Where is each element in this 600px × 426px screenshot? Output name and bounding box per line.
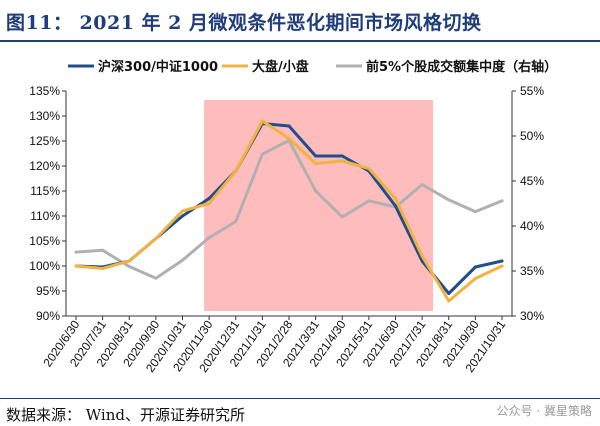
data-point	[420, 183, 424, 187]
data-point	[367, 167, 371, 170]
data-point	[127, 265, 131, 268]
data-point	[420, 254, 424, 258]
y-left-tick-label: 90%	[36, 309, 60, 323]
data-point	[127, 259, 131, 263]
y-right-tick-label: 30%	[520, 309, 544, 323]
data-point	[154, 276, 158, 280]
y-right-tick-label: 40%	[520, 219, 544, 233]
data-point	[394, 204, 397, 208]
data-point	[181, 214, 184, 218]
y-left-tick-label: 130%	[29, 109, 60, 123]
chart-lines	[74, 119, 504, 303]
data-point	[74, 250, 78, 254]
data-point	[234, 220, 238, 223]
data-point	[74, 264, 78, 268]
data-point	[447, 299, 451, 303]
data-point	[207, 236, 211, 240]
data-point	[181, 209, 184, 213]
legend-label: 沪深300/中证1000	[98, 59, 218, 75]
data-point	[260, 152, 264, 156]
y-right-tick-label: 45%	[520, 174, 544, 188]
y-right-tick-label: 55%	[520, 84, 544, 98]
data-point	[473, 210, 477, 214]
data-point	[367, 199, 371, 203]
chart-title: 图11： 2021 年 2 月微观条件恶化期间市场风格切换	[6, 12, 482, 34]
data-point	[260, 119, 264, 123]
data-point	[314, 189, 318, 193]
data-point	[420, 259, 424, 263]
legend-label: 大盘/小盘	[252, 59, 309, 75]
data-point	[500, 259, 504, 263]
data-point	[287, 124, 291, 128]
y-right-tick-label: 35%	[520, 264, 544, 278]
legend-label: 前5%个股成交额集中度（右轴）	[366, 59, 557, 75]
y-left-tick-label: 120%	[29, 159, 60, 173]
y-left-tick-label: 125%	[29, 134, 60, 148]
data-point	[181, 258, 184, 262]
footer-divider	[0, 398, 600, 399]
data-point	[314, 162, 318, 165]
data-point	[234, 169, 238, 173]
data-point	[394, 197, 397, 200]
y-left-tick-label: 110%	[30, 209, 60, 223]
title-divider	[0, 40, 600, 42]
data-point	[207, 202, 211, 205]
line-chart: 沪深300/中证1000 大盘/小盘 前5%个股成交额集中度（右轴） 90% 95% 1…	[29, 59, 557, 375]
data-point	[500, 199, 504, 203]
data-point	[207, 197, 211, 200]
data-point	[340, 154, 344, 158]
data-point	[500, 264, 504, 268]
y-left-tick-label: 105%	[29, 234, 60, 248]
data-point	[314, 154, 318, 158]
data-point	[447, 292, 451, 295]
data-point	[154, 237, 158, 240]
y-left-tick-label: 135%	[29, 84, 60, 98]
data-point	[473, 277, 477, 280]
y-right-tick-label: 50%	[520, 129, 544, 143]
data-point	[287, 137, 291, 140]
data-point	[101, 267, 105, 270]
y-left-tick-label: 95%	[36, 284, 60, 298]
data-point	[447, 198, 451, 202]
data-point	[340, 159, 344, 163]
y-left-tick-label: 115%	[30, 184, 60, 198]
y-left-tick-label: 100%	[29, 259, 60, 273]
data-point	[101, 248, 105, 252]
source-note: 数据来源： Wind、开源证券研究所	[6, 406, 245, 424]
data-point	[340, 215, 344, 219]
data-point	[473, 265, 477, 269]
watermark: 公众号 · 冀星策略	[496, 404, 592, 418]
chart-legend: 沪深300/中证1000 大盘/小盘 前5%个股成交额集中度（右轴）	[68, 59, 557, 75]
